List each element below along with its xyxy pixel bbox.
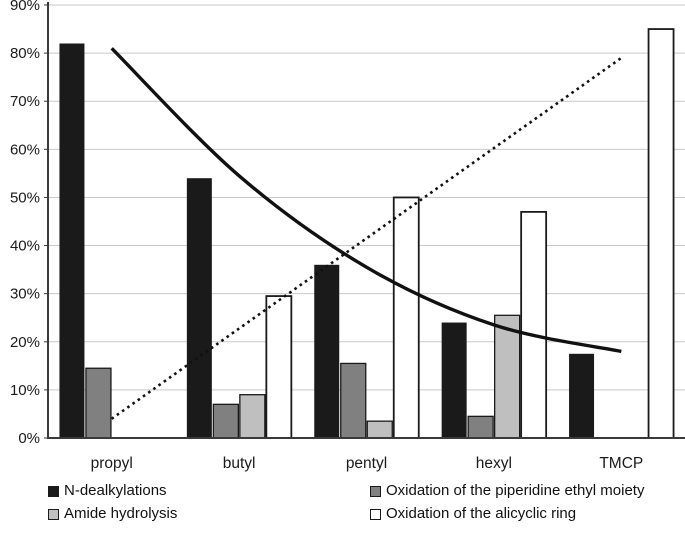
bar <box>59 43 85 438</box>
y-tick-label: 70% <box>10 93 40 110</box>
x-category-label: butyl <box>223 455 256 472</box>
legend-item-label: Amide hydrolysis <box>64 505 178 522</box>
legend-item: Oxidation of the piperidine ethyl moiety <box>370 483 685 499</box>
y-tick-label: 90% <box>10 0 40 14</box>
y-tick-label: 50% <box>10 189 40 206</box>
bar <box>212 403 240 439</box>
bar <box>186 178 212 438</box>
x-category-label: TMCP <box>599 455 643 472</box>
bar <box>520 210 548 439</box>
bar <box>366 420 393 439</box>
legend-swatch <box>370 485 381 497</box>
legend-swatch <box>370 508 381 520</box>
legend-item-label: Oxidation of the piperidine ethyl moiety <box>386 482 645 499</box>
bar <box>467 415 494 439</box>
y-tick-label: 0% <box>18 430 40 447</box>
bar <box>392 196 420 439</box>
trendline-dotted <box>110 56 623 420</box>
legend-item: Oxidation of the alicyclic ring <box>370 506 685 522</box>
y-tick-label: 20% <box>10 334 40 351</box>
x-category-label: hexyl <box>476 455 512 472</box>
x-category-label: pentyl <box>346 455 387 472</box>
y-tick-label: 60% <box>10 141 40 158</box>
bar <box>493 314 521 439</box>
bar <box>340 362 367 439</box>
y-tick-label: 10% <box>10 382 40 399</box>
legend-item: Amide hydrolysis <box>48 506 370 522</box>
y-tick-label: 40% <box>10 238 40 255</box>
chart-svg: 0% 10% 20% 30% 40% 50% 60% 70% 80% 90% propyl butyl… <box>10 0 685 472</box>
y-tick-label: 30% <box>10 286 40 303</box>
legend: N-dealkylations Oxidation of the piperid… <box>0 483 685 522</box>
bar <box>441 322 467 438</box>
bar <box>85 367 112 439</box>
trendline-solid <box>110 47 622 354</box>
legend-item: N-dealkylations <box>48 483 370 499</box>
legend-swatch <box>48 508 59 520</box>
y-tick-label: 80% <box>10 45 40 62</box>
x-category-label: propyl <box>91 455 133 472</box>
legend-item-label: N-dealkylations <box>64 482 167 499</box>
bar <box>239 394 266 439</box>
bar <box>647 28 675 439</box>
bar <box>569 353 595 438</box>
bar <box>265 295 293 439</box>
bar <box>314 264 340 438</box>
legend-item-label: Oxidation of the alicyclic ring <box>386 505 577 522</box>
legend-swatch <box>48 485 59 497</box>
